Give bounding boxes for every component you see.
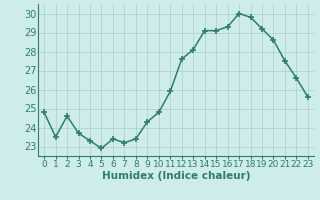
X-axis label: Humidex (Indice chaleur): Humidex (Indice chaleur) — [102, 171, 250, 181]
